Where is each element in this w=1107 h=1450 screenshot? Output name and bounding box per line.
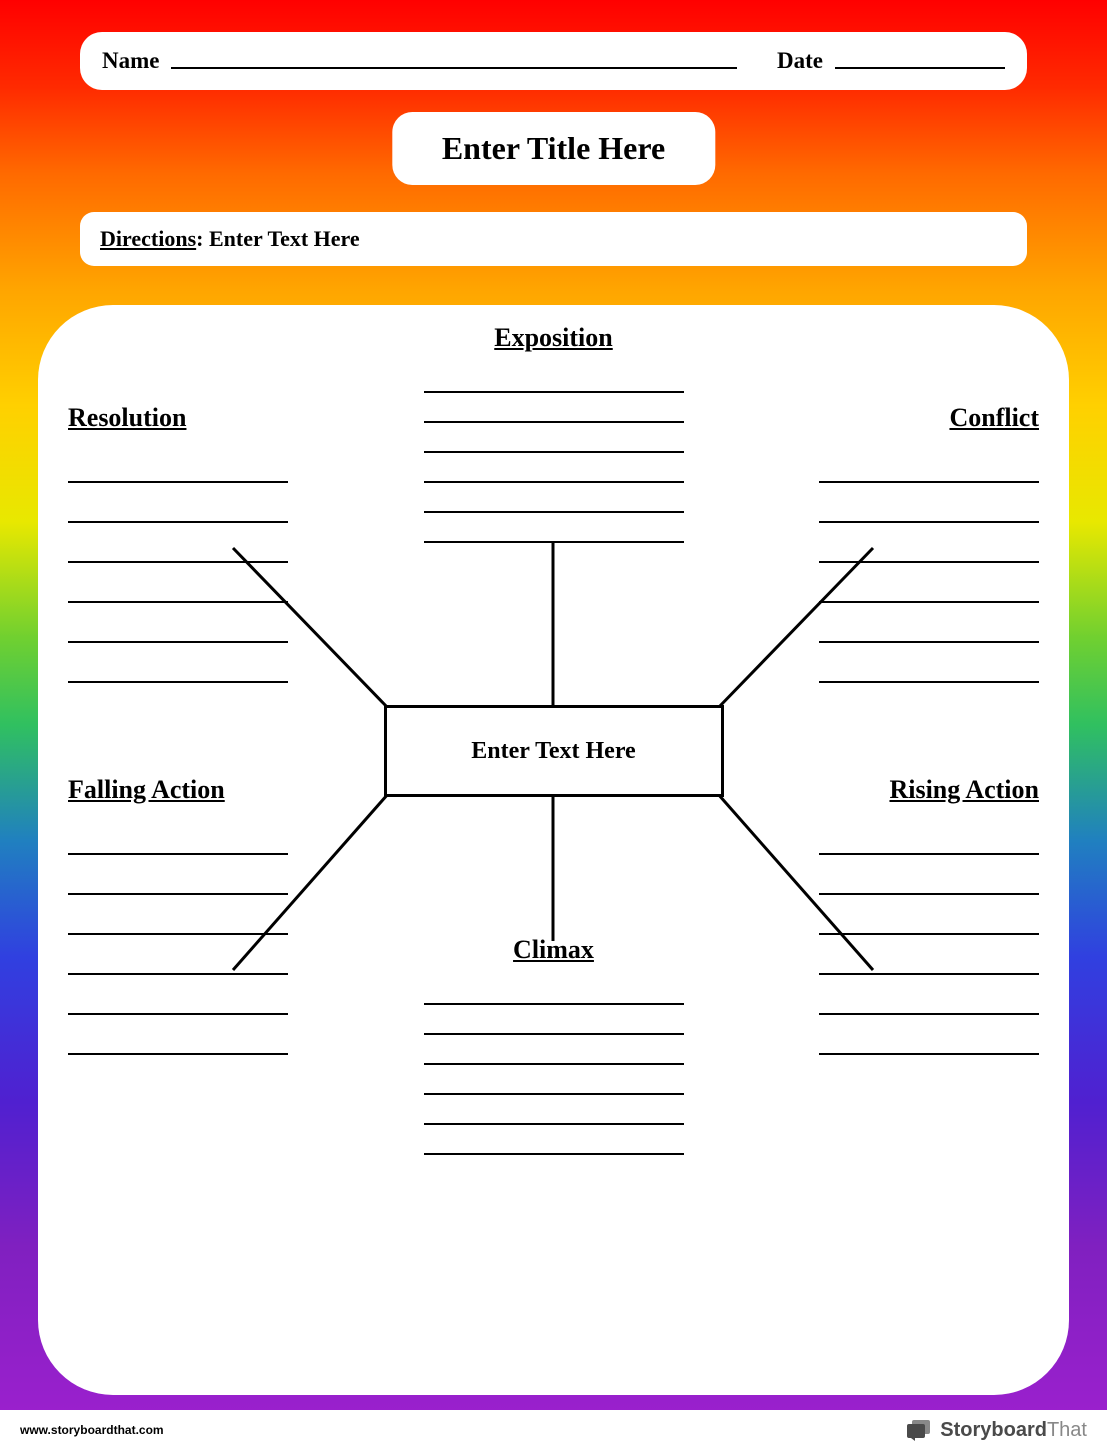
name-date-header: Name Date [80, 32, 1027, 90]
footer-url: www.storyboardthat.com [20, 1423, 164, 1437]
center-text: Enter Text Here [471, 738, 635, 765]
title-box[interactable]: Enter Title Here [392, 112, 715, 185]
date-label: Date [777, 48, 823, 74]
center-topic-box[interactable]: Enter Text Here [384, 705, 724, 797]
brand-bold: Storyboard [940, 1419, 1047, 1442]
directions-label: Directions [100, 226, 196, 251]
storyboard-icon [904, 1418, 934, 1442]
directions-box[interactable]: Directions: Enter Text Here [80, 212, 1027, 266]
title-text: Enter Title Here [442, 130, 665, 166]
directions-text: Enter Text Here [209, 226, 360, 251]
date-input-line[interactable] [835, 67, 1005, 69]
diagram-panel: Exposition Resolution Conflict Falling A… [38, 305, 1069, 1395]
connector-lines [38, 305, 1069, 1395]
brand-light: That [1047, 1419, 1087, 1442]
name-input-line[interactable] [171, 67, 737, 69]
brand-logo: StoryboardThat [904, 1418, 1087, 1442]
footer: www.storyboardthat.com StoryboardThat [0, 1410, 1107, 1450]
directions-colon: : [196, 226, 209, 251]
name-label: Name [102, 48, 159, 74]
